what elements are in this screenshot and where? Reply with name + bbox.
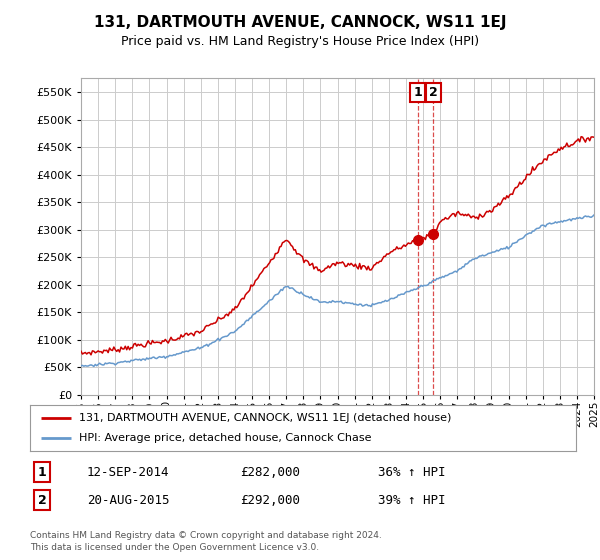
Text: 1: 1 <box>413 86 422 99</box>
Text: 2: 2 <box>38 493 46 507</box>
Text: 131, DARTMOUTH AVENUE, CANNOCK, WS11 1EJ: 131, DARTMOUTH AVENUE, CANNOCK, WS11 1EJ <box>94 15 506 30</box>
Text: This data is licensed under the Open Government Licence v3.0.: This data is licensed under the Open Gov… <box>30 543 319 552</box>
Text: Contains HM Land Registry data © Crown copyright and database right 2024.: Contains HM Land Registry data © Crown c… <box>30 531 382 540</box>
Text: 36% ↑ HPI: 36% ↑ HPI <box>378 465 445 479</box>
Text: £292,000: £292,000 <box>240 493 300 507</box>
Text: 12-SEP-2014: 12-SEP-2014 <box>87 465 170 479</box>
Text: Price paid vs. HM Land Registry's House Price Index (HPI): Price paid vs. HM Land Registry's House … <box>121 35 479 48</box>
Text: HPI: Average price, detached house, Cannock Chase: HPI: Average price, detached house, Cann… <box>79 433 371 443</box>
Text: 1: 1 <box>38 465 46 479</box>
Text: 20-AUG-2015: 20-AUG-2015 <box>87 493 170 507</box>
Text: £282,000: £282,000 <box>240 465 300 479</box>
Text: 2: 2 <box>429 86 437 99</box>
Text: 39% ↑ HPI: 39% ↑ HPI <box>378 493 445 507</box>
Text: 131, DARTMOUTH AVENUE, CANNOCK, WS11 1EJ (detached house): 131, DARTMOUTH AVENUE, CANNOCK, WS11 1EJ… <box>79 413 452 423</box>
